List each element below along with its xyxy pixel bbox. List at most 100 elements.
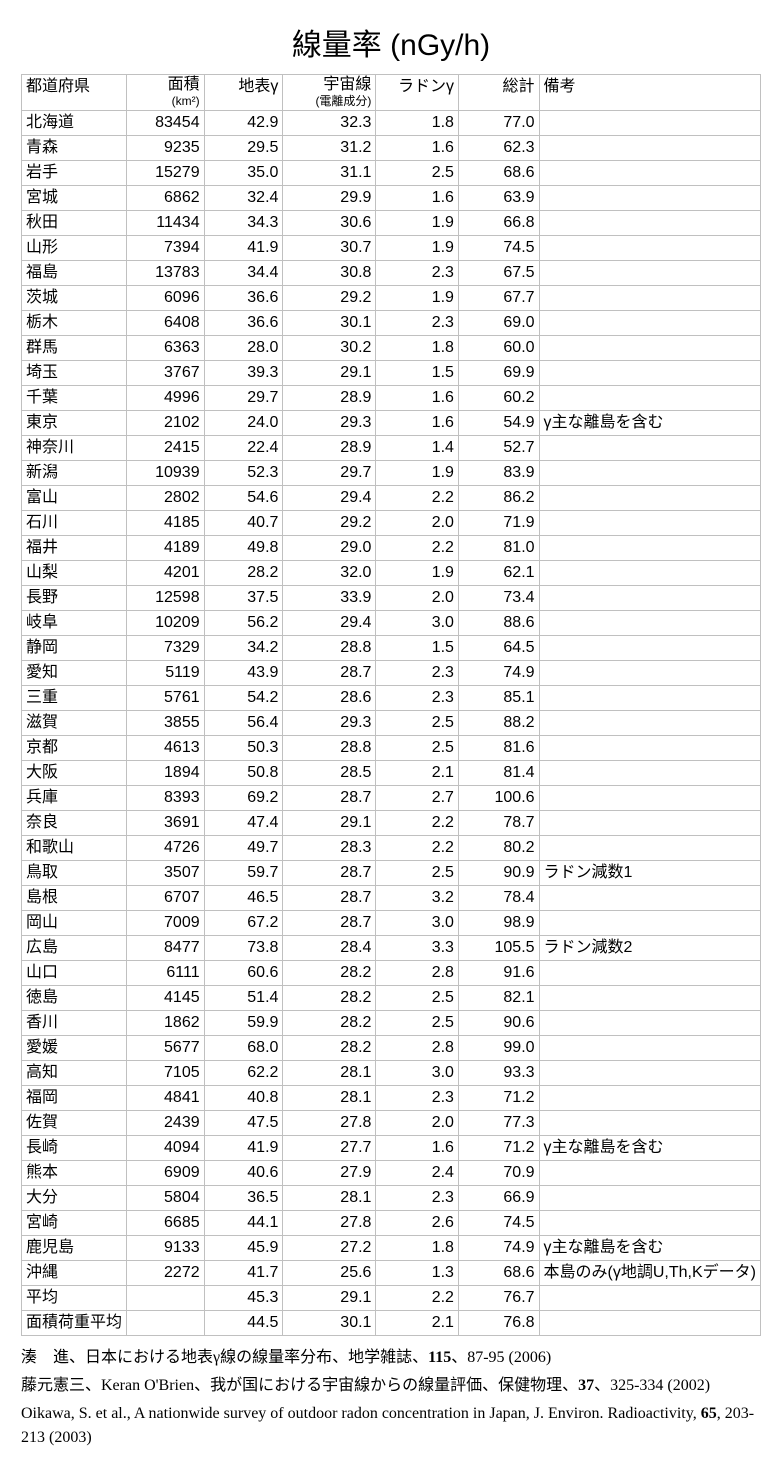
cell-note [539, 536, 760, 561]
cell-area: 6408 [127, 311, 205, 336]
cell-pref: 宮城 [22, 186, 127, 211]
cell-gamma: 32.4 [204, 186, 283, 211]
cell-gamma: 49.7 [204, 836, 283, 861]
cell-radon: 2.4 [376, 1161, 459, 1186]
cell-total: 71.2 [458, 1136, 539, 1161]
cell-note [539, 961, 760, 986]
cell-gamma: 35.0 [204, 161, 283, 186]
cell-note [539, 461, 760, 486]
cell-note [539, 336, 760, 361]
cell-total: 78.4 [458, 886, 539, 911]
cell-radon: 1.9 [376, 561, 459, 586]
cell-gamma: 59.9 [204, 1011, 283, 1036]
cell-cosmic: 28.5 [283, 761, 376, 786]
cell-total: 66.9 [458, 1186, 539, 1211]
table-row: 東京210224.029.31.654.9γ主な離島を含む [22, 411, 761, 436]
table-row: 滋賀385556.429.32.588.2 [22, 711, 761, 736]
cell-pref: 福島 [22, 261, 127, 286]
cell-cosmic: 32.0 [283, 561, 376, 586]
cell-cosmic: 31.1 [283, 161, 376, 186]
cell-note [539, 661, 760, 686]
table-row: 神奈川241522.428.91.452.7 [22, 436, 761, 461]
cell-gamma: 45.3 [204, 1286, 283, 1311]
cell-cosmic: 31.2 [283, 136, 376, 161]
cell-pref: 静岡 [22, 636, 127, 661]
cell-cosmic: 28.2 [283, 1036, 376, 1061]
table-row: 奈良369147.429.12.278.7 [22, 811, 761, 836]
cell-note [539, 711, 760, 736]
cell-total: 90.6 [458, 1011, 539, 1036]
cell-note [539, 136, 760, 161]
cell-gamma: 51.4 [204, 986, 283, 1011]
cell-total: 54.9 [458, 411, 539, 436]
table-row: 宮城686232.429.91.663.9 [22, 186, 761, 211]
cell-area: 3507 [127, 861, 205, 886]
cell-cosmic: 27.8 [283, 1211, 376, 1236]
cell-area: 2272 [127, 1261, 205, 1286]
cell-cosmic: 28.7 [283, 786, 376, 811]
cell-pref: 新潟 [22, 461, 127, 486]
cell-total: 100.6 [458, 786, 539, 811]
cell-note [539, 311, 760, 336]
cell-radon: 1.5 [376, 636, 459, 661]
cell-cosmic: 33.9 [283, 586, 376, 611]
table-row: 石川418540.729.22.071.9 [22, 511, 761, 536]
cell-pref: 鳥取 [22, 861, 127, 886]
cell-cosmic: 27.7 [283, 1136, 376, 1161]
cell-pref: 鹿児島 [22, 1236, 127, 1261]
cell-note [539, 211, 760, 236]
cell-gamma: 47.4 [204, 811, 283, 836]
cell-radon: 2.3 [376, 686, 459, 711]
cell-cosmic: 28.9 [283, 386, 376, 411]
cell-gamma: 39.3 [204, 361, 283, 386]
cell-gamma: 68.0 [204, 1036, 283, 1061]
table-row: 平均45.329.12.276.7 [22, 1286, 761, 1311]
cell-pref: 岐阜 [22, 611, 127, 636]
cell-pref: 兵庫 [22, 786, 127, 811]
cell-area: 12598 [127, 586, 205, 611]
cell-note [539, 361, 760, 386]
cell-area: 4185 [127, 511, 205, 536]
cell-radon: 2.2 [376, 486, 459, 511]
cell-note [539, 786, 760, 811]
table-row: 岡山700967.228.73.098.9 [22, 911, 761, 936]
cell-gamma: 50.3 [204, 736, 283, 761]
cell-gamma: 52.3 [204, 461, 283, 486]
cell-radon: 2.5 [376, 1011, 459, 1036]
cell-note [539, 1111, 760, 1136]
cell-radon: 2.3 [376, 311, 459, 336]
cell-gamma: 54.6 [204, 486, 283, 511]
table-row: 千葉499629.728.91.660.2 [22, 386, 761, 411]
cell-radon: 2.5 [376, 736, 459, 761]
table-body: 北海道8345442.932.31.877.0青森923529.531.21.6… [22, 111, 761, 1336]
cell-cosmic: 30.2 [283, 336, 376, 361]
cell-cosmic: 28.7 [283, 886, 376, 911]
cell-note [539, 1286, 760, 1311]
cell-total: 74.5 [458, 1211, 539, 1236]
cell-total: 70.9 [458, 1161, 539, 1186]
cell-note [539, 736, 760, 761]
cell-gamma: 69.2 [204, 786, 283, 811]
cell-radon: 2.3 [376, 1086, 459, 1111]
cell-radon: 3.0 [376, 911, 459, 936]
cell-radon: 2.5 [376, 861, 459, 886]
table-row: 岩手1527935.031.12.568.6 [22, 161, 761, 186]
cell-gamma: 62.2 [204, 1061, 283, 1086]
cell-area: 6707 [127, 886, 205, 911]
cell-radon: 1.6 [376, 186, 459, 211]
cell-cosmic: 28.4 [283, 936, 376, 961]
cell-gamma: 46.5 [204, 886, 283, 911]
cell-pref: 香川 [22, 1011, 127, 1036]
cell-note [539, 686, 760, 711]
cell-cosmic: 29.1 [283, 361, 376, 386]
cell-note [539, 161, 760, 186]
cell-pref: 福岡 [22, 1086, 127, 1111]
cell-area: 2102 [127, 411, 205, 436]
cell-area: 6685 [127, 1211, 205, 1236]
cell-radon: 2.1 [376, 1311, 459, 1336]
table-row: 茨城609636.629.21.967.7 [22, 286, 761, 311]
cell-area: 4841 [127, 1086, 205, 1111]
table-row: 新潟1093952.329.71.983.9 [22, 461, 761, 486]
table-row: 鹿児島913345.927.21.874.9γ主な離島を含む [22, 1236, 761, 1261]
cell-gamma: 49.8 [204, 536, 283, 561]
